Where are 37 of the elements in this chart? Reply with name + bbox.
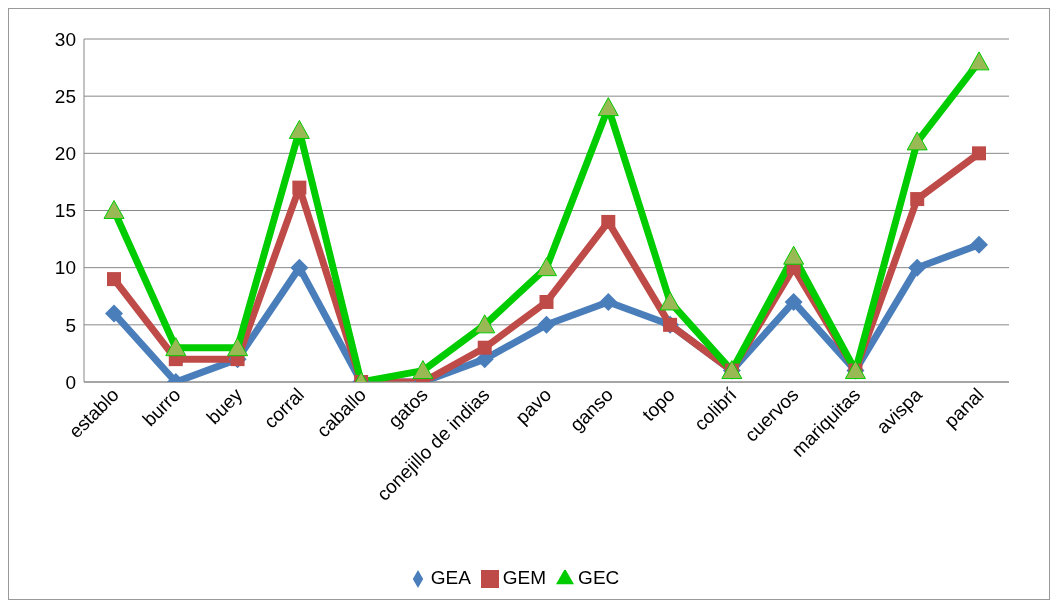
point <box>972 146 986 161</box>
point <box>288 119 310 139</box>
x-tick-label: topo <box>637 383 679 425</box>
point <box>910 192 925 207</box>
point <box>906 131 928 151</box>
point <box>290 258 309 277</box>
point <box>537 315 556 334</box>
y-tick-label: 20 <box>54 143 76 165</box>
y-tick-label: 5 <box>65 314 76 336</box>
point <box>539 294 554 309</box>
point <box>908 258 927 277</box>
point <box>784 292 803 311</box>
y-tick-label: 10 <box>54 257 76 279</box>
point <box>970 235 988 254</box>
point <box>783 245 805 265</box>
point <box>659 291 681 311</box>
y-tick-label: 15 <box>54 200 76 222</box>
legend-label: GEM <box>502 567 547 588</box>
point <box>477 340 492 355</box>
point <box>968 51 990 71</box>
point <box>412 360 434 380</box>
point <box>536 257 557 277</box>
y-tick-label: 0 <box>65 371 76 393</box>
point <box>474 314 496 334</box>
point <box>292 180 307 195</box>
point <box>103 200 125 219</box>
point <box>165 337 187 357</box>
point <box>601 214 616 229</box>
legend-label: GEA <box>430 567 471 588</box>
point <box>107 272 121 287</box>
point <box>599 292 618 311</box>
y-tick-label: 30 <box>54 28 76 50</box>
point <box>105 304 123 323</box>
legend-label: GEC <box>578 567 620 588</box>
y-tick-label: 25 <box>54 85 76 107</box>
point <box>597 97 619 117</box>
point <box>227 337 249 357</box>
